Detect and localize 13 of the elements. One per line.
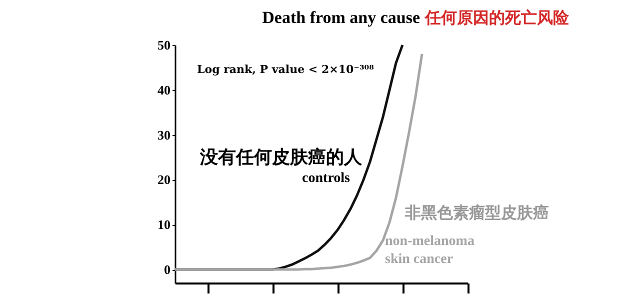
y-tick-label: 30 [158, 127, 170, 142]
annotation: 没有任何皮肤癌的人 [199, 147, 363, 168]
annotation: Log rank, P value < 2×10⁻³⁰⁸ [197, 63, 374, 76]
y-tick-label: 40 [158, 82, 170, 98]
chart-title: Death from any cause [262, 8, 420, 27]
y-tick-label: 50 [158, 38, 170, 52]
y-tick-label: 0 [164, 262, 170, 278]
y-tick-label: 10 [158, 217, 170, 232]
series-label: non-melanoma skin cancer [385, 234, 474, 267]
annotation: 非黑色素瘤型皮肤癌 [404, 203, 549, 222]
y-tick-label: 20 [158, 172, 170, 188]
chart-subtitle: 任何原因的死亡风险 [424, 8, 570, 27]
series-label: controls [302, 171, 351, 186]
